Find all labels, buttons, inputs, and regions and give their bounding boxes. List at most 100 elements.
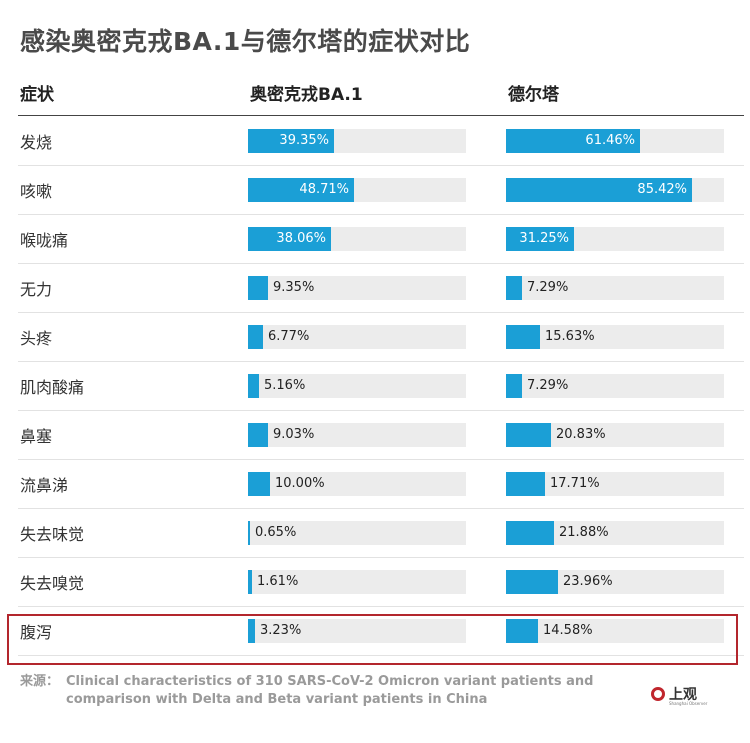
table-row: 头疼 6.77% 15.63% [18,312,744,362]
source-text: Clinical characteristics of 310 SARS-CoV… [66,674,594,707]
omicron-bar [248,423,268,447]
table-row: 腹泻 3.23% 14.58% [18,606,744,656]
header-symptom: 症状 [20,85,54,105]
delta-bar-track: 20.83% [506,423,724,447]
delta-bar-track: 23.96% [506,570,724,594]
delta-bar [506,423,551,447]
symptom-label: 失去味觉 [20,525,85,544]
omicron-bar [248,472,270,496]
delta-value-label: 14.58% [543,623,593,638]
omicron-value-label: 3.23% [260,623,302,638]
omicron-value-label: 48.71% [299,182,349,197]
omicron-bar-track: 1.61% [248,570,466,594]
delta-value-label: 23.96% [563,574,613,589]
symptom-label: 喉咙痛 [20,231,69,250]
delta-bar [506,178,692,202]
delta-value-label: 7.29% [527,378,569,393]
table-row: 无力 9.35% 7.29% [18,263,744,313]
omicron-bar-track: 39.35% [248,129,466,153]
omicron-bar-track: 5.16% [248,374,466,398]
symptom-label: 发烧 [20,133,53,152]
symptom-label: 鼻塞 [20,427,53,446]
chart-title: 感染奥密克戎BA.1与德尔塔的症状对比 [20,27,471,56]
omicron-bar-track: 9.35% [248,276,466,300]
delta-value-label: 85.42% [637,182,687,197]
table-row: 流鼻涕 10.00% 17.71% [18,459,744,509]
logo-text: 上观 [669,687,697,703]
delta-bar [506,129,640,153]
omicron-value-label: 39.35% [279,133,329,148]
delta-bar [506,276,522,300]
delta-value-label: 17.71% [550,476,600,491]
omicron-bar [248,619,255,643]
symptom-label: 无力 [20,280,53,299]
omicron-value-label: 9.35% [273,280,315,295]
omicron-value-label: 10.00% [275,476,325,491]
symptom-label: 流鼻涕 [20,476,69,495]
omicron-bar [248,129,334,153]
omicron-bar-track: 10.00% [248,472,466,496]
omicron-value-label: 38.06% [276,231,326,246]
omicron-value-label: 9.03% [273,427,315,442]
delta-bar-track: 61.46% [506,129,724,153]
delta-bar-track: 7.29% [506,374,724,398]
delta-bar-track: 85.42% [506,178,724,202]
omicron-bar-track: 38.06% [248,227,466,251]
delta-value-label: 61.46% [585,133,635,148]
delta-bar [506,325,540,349]
header-delta: 德尔塔 [508,85,559,105]
omicron-value-label: 5.16% [264,378,306,393]
omicron-bar-track: 48.71% [248,178,466,202]
source-label: 来源： [20,674,60,689]
symptom-label: 咳嗽 [20,182,53,201]
omicron-bar [248,276,268,300]
symptom-label: 肌肉酸痛 [20,378,85,397]
delta-value-label: 31.25% [519,231,569,246]
symptom-label: 失去嗅觉 [20,574,85,593]
table-row: 肌肉酸痛 5.16% 7.29% [18,361,744,411]
table-row: 失去味觉 0.65% 21.88% [18,508,744,558]
table-row: 失去嗅觉 1.61% 23.96% [18,557,744,607]
omicron-bar [248,178,354,202]
delta-value-label: 7.29% [527,280,569,295]
logo-subtext: Shanghai Observer [669,701,708,706]
header-omicron: 奥密克戎BA.1 [250,85,363,105]
table-row: 鼻塞 9.03% 20.83% [18,410,744,460]
table-row: 咳嗽 48.71% 85.42% [18,165,744,215]
omicron-value-label: 6.77% [268,329,310,344]
header-divider [18,115,744,116]
delta-value-label: 15.63% [545,329,595,344]
delta-bar-track: 14.58% [506,619,724,643]
omicron-value-label: 1.61% [257,574,299,589]
logo-mark-icon [651,687,665,701]
omicron-bar [248,570,252,594]
delta-bar [506,472,545,496]
symptom-label: 头疼 [20,329,53,348]
delta-bar-track: 31.25% [506,227,724,251]
delta-bar [506,521,554,545]
table-row: 喉咙痛 38.06% 31.25% [18,214,744,264]
omicron-bar [248,521,250,545]
delta-value-label: 20.83% [556,427,606,442]
delta-bar-track: 15.63% [506,325,724,349]
symptom-label: 腹泻 [20,623,53,642]
delta-bar-track: 17.71% [506,472,724,496]
omicron-bar-track: 3.23% [248,619,466,643]
table-row: 发烧 39.35% 61.46% [18,116,744,166]
omicron-bar [248,374,259,398]
omicron-bar [248,227,331,251]
delta-value-label: 21.88% [559,525,609,540]
omicron-bar [248,325,263,349]
delta-bar [506,374,522,398]
delta-bar-track: 7.29% [506,276,724,300]
omicron-bar-track: 6.77% [248,325,466,349]
source-note: 来源： Clinical characteristics of 310 SARS… [20,673,620,707]
delta-bar [506,570,558,594]
delta-bar-track: 21.88% [506,521,724,545]
highlight-box [7,614,738,665]
delta-bar [506,619,538,643]
omicron-value-label: 0.65% [255,525,297,540]
omicron-bar-track: 9.03% [248,423,466,447]
omicron-bar-track: 0.65% [248,521,466,545]
delta-bar [506,227,574,251]
